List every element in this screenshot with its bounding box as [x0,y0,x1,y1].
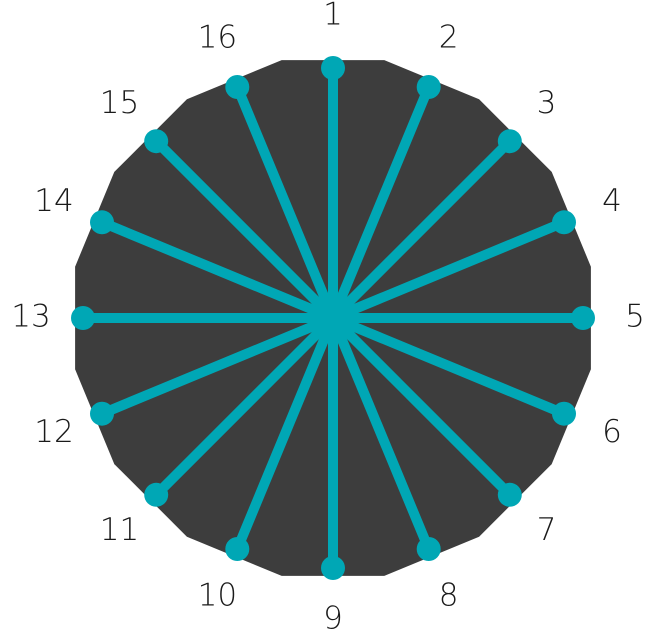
spoke-label-12: 12 [34,414,73,450]
spoke-label-5: 5 [625,299,645,335]
spoke-line-8 [328,313,434,554]
spoke-dot-8 [416,537,441,561]
spoke-dot-14 [90,210,114,235]
spoke-line-16 [232,82,338,323]
spoke-label-15: 15 [100,85,139,121]
spoke-dot-9 [321,556,345,580]
spoke-line-12 [97,313,338,419]
spoke-dot-6 [552,401,576,426]
spoke-dot-5 [571,306,595,330]
spoke-label-8: 8 [439,578,459,614]
spoke-label-13: 13 [11,299,50,335]
spoke-line-6 [328,313,569,419]
spoke-label-11: 11 [100,512,139,548]
spoke-label-16: 16 [198,20,237,56]
spoke-label-9: 9 [323,601,343,635]
spoke-line-7 [328,313,515,500]
spoke-dot-11 [144,482,169,507]
spoke-label-6: 6 [602,414,622,450]
spoke-line-2 [328,82,434,323]
spoke-line-14 [97,217,338,323]
spoke-dot-15 [144,129,169,154]
spoke-line-3 [328,136,515,323]
spoke-dot-3 [497,129,522,154]
spoke-dot-13 [71,306,95,330]
center-hub [309,294,357,342]
spoke-dot-16 [225,75,250,99]
spoke-line-4 [328,217,569,323]
spoke-dot-1 [321,56,345,80]
spoke-dot-2 [416,75,441,99]
spoke-dot-12 [90,401,114,426]
spoke-label-4: 4 [602,183,622,219]
spoke-label-3: 3 [537,85,557,121]
spoke-line-15 [151,136,338,323]
spoke-dot-10 [225,537,250,561]
spoke-line-11 [151,313,338,500]
spoke-line-10 [232,313,338,554]
spoke-dot-4 [552,210,576,235]
spoke-label-2: 2 [439,20,459,56]
spoke-label-7: 7 [537,512,557,548]
spoke-dot-7 [497,482,522,507]
spoke-label-14: 14 [34,183,73,219]
spokes-group [71,56,595,580]
spoke-label-1: 1 [323,0,343,33]
spoke-label-10: 10 [198,578,237,614]
